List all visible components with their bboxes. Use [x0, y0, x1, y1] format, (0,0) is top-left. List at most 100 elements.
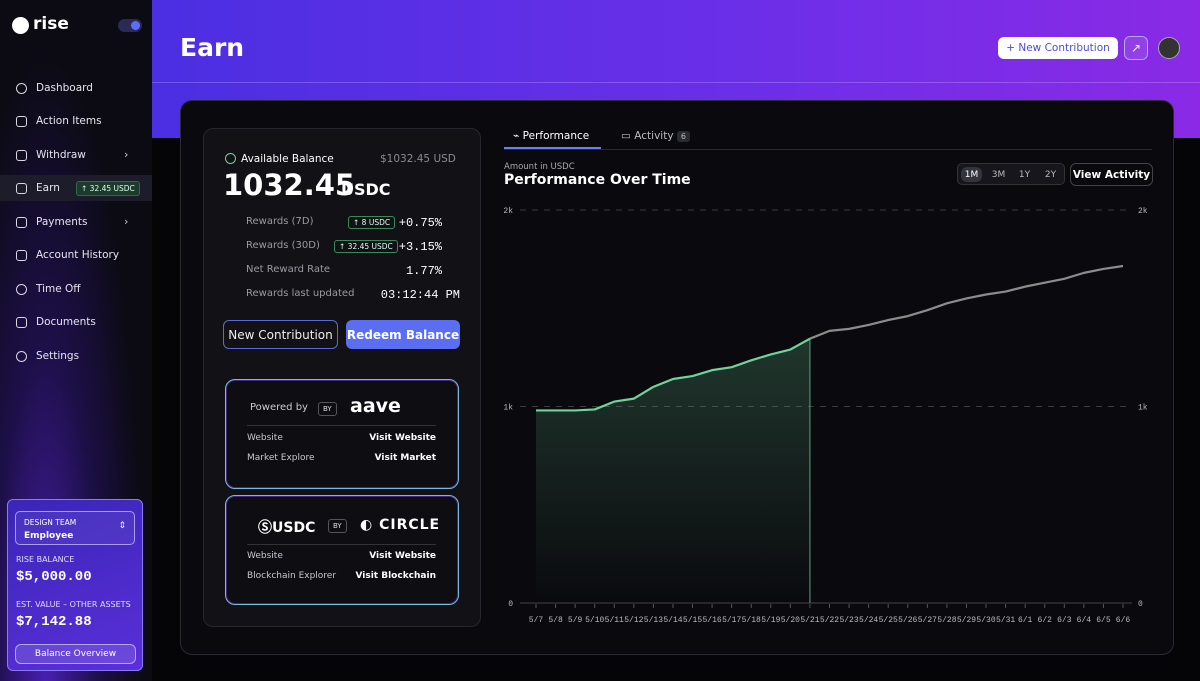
by-box: BY — [318, 402, 337, 416]
row-label: Net Reward Rate — [246, 264, 331, 275]
other-assets-label: EST. VALUE – OTHER ASSETS — [16, 600, 131, 609]
redeem-button[interactable]: Redeem Balance — [346, 320, 460, 349]
theme-toggle[interactable] — [118, 19, 142, 32]
nav-item[interactable]: Earn — [16, 182, 60, 194]
row-link[interactable]: Visit Website — [369, 551, 436, 561]
earn-badge: ↑ 32.45 USDC — [76, 181, 140, 196]
nav-label: Dashboard — [36, 82, 93, 94]
sidebar: rise Dashboard Action Items Withdraw › E… — [0, 0, 152, 681]
share-button[interactable]: ↗ — [1124, 36, 1148, 60]
balance-amount: 1032.45 — [223, 168, 356, 202]
line-future — [809, 264, 1124, 340]
nav-item[interactable]: Time Off — [16, 283, 81, 295]
nav-item[interactable]: Dashboard — [16, 82, 93, 94]
x-tick-label: 5/16 — [702, 616, 721, 625]
new-contribution-button[interactable]: + New Contribution — [998, 37, 1118, 59]
range-button[interactable]: 1Y — [1018, 169, 1031, 180]
row-label: Market Explore — [247, 453, 315, 463]
area — [536, 338, 810, 603]
tab-count: 6 — [676, 131, 690, 142]
brand-logo — [12, 17, 29, 34]
divider — [247, 425, 436, 426]
y-tick-label: 1k — [1138, 404, 1148, 413]
nav-item[interactable]: Withdraw — [16, 149, 86, 161]
earn-badge-text: 32.45 USDC — [89, 184, 135, 193]
x-tick-label: 5/28 — [937, 616, 956, 625]
x-tick-label: 5/14 — [663, 616, 682, 625]
nav-item[interactable]: Documents — [16, 316, 96, 328]
team-role: Employee — [24, 531, 74, 541]
x-tick-label: 6/4 — [1077, 616, 1092, 625]
nav-item[interactable]: Account History — [16, 249, 119, 261]
range-button[interactable]: 2Y — [1044, 169, 1057, 180]
team-select[interactable]: DESIGN TEAM Employee ⇕ — [15, 511, 135, 545]
row-link[interactable]: Visit Market — [374, 453, 436, 463]
brand: rise — [33, 14, 69, 34]
x-tick-label: 6/2 — [1038, 616, 1053, 625]
range-selector: 1M 3M 1Y 2Y — [957, 163, 1065, 185]
check-icon — [225, 153, 236, 164]
nav-item[interactable]: Settings — [16, 350, 79, 362]
range-button[interactable]: 1M — [961, 167, 982, 182]
x-tick-label: 5/31 — [996, 616, 1015, 625]
x-tick-label: 5/25 — [879, 616, 898, 625]
line-past — [536, 337, 811, 412]
tab[interactable]: ⌁ Performance — [513, 130, 590, 142]
row-value: +3.15% — [398, 240, 442, 254]
divider — [247, 544, 436, 545]
select-arrows: ⇕ — [118, 521, 126, 531]
tab[interactable]: ▭ Activity 6 — [621, 130, 690, 142]
chart-subtitle: Amount in USDC — [504, 162, 575, 172]
row-link[interactable]: Visit Blockchain — [355, 571, 436, 581]
reward-row: Rewards last updated 03:12:44 PM — [226, 288, 460, 306]
partner-prefix: ⓈUSDC — [258, 520, 316, 536]
row-value: 1.77% — [405, 264, 442, 278]
row-label: Website — [247, 551, 283, 561]
nav-label: Settings — [36, 350, 80, 362]
y-tick-label: 0 — [508, 600, 513, 609]
x-tick-label: 5/22 — [820, 616, 839, 625]
nav-label: Account History — [36, 249, 120, 261]
x-tick-label: 5/10 — [585, 616, 604, 625]
partner-row: Blockchain Explorer Visit Blockchain — [247, 571, 436, 581]
chevron: › — [124, 215, 129, 228]
nav-item[interactable]: Action Items — [16, 115, 102, 127]
row-value: +0.75% — [398, 216, 442, 230]
balance-overview-button[interactable]: Balance Overview — [15, 644, 136, 664]
x-tick-label: 5/13 — [644, 616, 663, 625]
x-tick-label: 5/21 — [800, 616, 819, 625]
partner-logo-text: CIRCLE — [379, 517, 441, 533]
x-tick-label: 5/12 — [624, 616, 643, 625]
row-link[interactable]: Visit Website — [369, 433, 436, 443]
row-label: Rewards (7D) — [246, 216, 314, 227]
nav-label: Payments — [36, 216, 88, 228]
y-tick-label: 2k — [1138, 207, 1148, 216]
y-tick-label: 1k — [503, 404, 513, 413]
reward-row: Rewards (7D) ↑ 8 USDC +0.75% — [226, 216, 460, 234]
view-activity-button[interactable]: View Activity — [1070, 163, 1153, 186]
rise-balance-label: RISE BALANCE — [16, 555, 75, 564]
x-tick-label: 6/1 — [1018, 616, 1033, 625]
row-label: Rewards last updated — [246, 288, 355, 299]
row-label: Website — [247, 433, 283, 443]
new-contribution-button[interactable]: New Contribution — [223, 320, 338, 349]
divider — [504, 149, 1152, 150]
reward-row: Net Reward Rate 1.77% — [226, 264, 460, 282]
partner-prefix: Powered by — [250, 402, 308, 413]
team-card: DESIGN TEAM Employee ⇕ RISE BALANCE $5,0… — [7, 499, 143, 671]
x-tick-label: 6/5 — [1096, 616, 1111, 625]
partner-prefix-text: USDC — [272, 520, 316, 536]
rise-balance-value: $5,000.00 — [16, 569, 92, 585]
nav-label: Time Off — [36, 283, 81, 295]
nav-label: Action Items — [36, 115, 102, 127]
nav-item[interactable]: Payments — [16, 216, 87, 228]
row-label: Blockchain Explorer — [247, 571, 337, 581]
by-box: BY — [328, 519, 347, 533]
x-tick-label: 5/15 — [683, 616, 702, 625]
x-tick-label: 5/30 — [976, 616, 995, 625]
nav-label: Earn — [36, 182, 60, 194]
avatar[interactable] — [1158, 37, 1180, 59]
range-button[interactable]: 3M — [991, 169, 1006, 180]
button-label: New Contribution — [1018, 42, 1110, 54]
